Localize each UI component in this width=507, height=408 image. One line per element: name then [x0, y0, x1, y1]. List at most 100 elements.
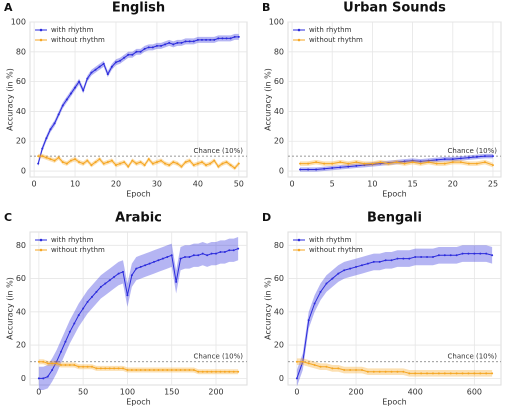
point	[45, 137, 48, 140]
chart-title: Arabic	[115, 211, 162, 226]
point	[200, 161, 203, 164]
point	[155, 161, 158, 164]
point	[221, 37, 224, 40]
point	[196, 38, 199, 41]
point	[206, 254, 209, 257]
point	[449, 254, 452, 257]
point	[355, 161, 358, 164]
x-tick-label: 10	[367, 180, 377, 189]
x-tick-label: 5	[330, 180, 335, 189]
point	[443, 372, 446, 375]
legend-marker	[297, 238, 301, 242]
point	[435, 162, 438, 165]
point	[180, 165, 183, 168]
legend-marker	[39, 28, 43, 32]
point	[102, 62, 105, 65]
point	[57, 156, 60, 159]
y-tick-label: 80	[274, 241, 284, 250]
point	[395, 161, 398, 164]
point	[126, 294, 129, 297]
point	[184, 40, 187, 43]
point	[61, 104, 64, 107]
point	[98, 65, 101, 68]
point	[51, 369, 54, 372]
point	[411, 161, 414, 164]
point	[126, 369, 129, 372]
point	[60, 350, 62, 353]
y-tick-label: 80	[16, 47, 26, 56]
legend-label: with rhythm	[309, 26, 352, 34]
y-tick-label: 20	[274, 137, 284, 146]
series-line	[38, 361, 239, 373]
point	[225, 161, 228, 164]
point	[319, 290, 322, 293]
point	[176, 41, 179, 44]
point	[113, 367, 116, 370]
point	[147, 46, 150, 49]
point	[49, 158, 52, 161]
point	[331, 367, 334, 370]
point	[170, 254, 173, 257]
point	[437, 372, 440, 375]
plot-area	[29, 231, 248, 386]
point	[135, 50, 138, 53]
point	[387, 162, 390, 165]
point	[73, 322, 76, 325]
x-tick-label: 400	[408, 388, 423, 397]
y-tick-label: 60	[16, 274, 26, 283]
chart-title: English	[112, 1, 165, 16]
legend-marker	[39, 248, 43, 252]
point	[51, 362, 54, 365]
point	[131, 159, 134, 162]
point	[144, 264, 147, 267]
point	[443, 158, 446, 161]
y-axis-label: Accuracy (in %)	[6, 277, 15, 340]
point	[473, 252, 476, 255]
point	[210, 252, 213, 255]
point	[408, 372, 411, 375]
point	[143, 164, 146, 167]
chart-title: Bengali	[367, 211, 422, 226]
x-axis-label: Epoch	[382, 190, 407, 199]
point	[123, 56, 126, 59]
x-tick-label: 50	[78, 388, 88, 397]
y-tick-label: 20	[274, 341, 284, 350]
point	[390, 259, 393, 262]
point	[139, 50, 142, 53]
point	[233, 167, 236, 170]
point	[86, 77, 89, 80]
point	[307, 168, 310, 171]
y-tick-label: 0	[279, 374, 284, 383]
point	[396, 370, 399, 373]
x-tick-label: 0	[36, 388, 41, 397]
x-tick-label: 25	[488, 180, 498, 189]
point	[343, 369, 346, 372]
point	[82, 162, 85, 165]
x-tick-label: 600	[467, 388, 482, 397]
point	[210, 370, 213, 373]
point	[360, 369, 363, 372]
point	[106, 73, 109, 76]
point	[113, 275, 116, 278]
point	[179, 369, 182, 372]
point	[188, 159, 191, 162]
point	[349, 369, 352, 372]
point	[215, 370, 217, 373]
point	[77, 314, 80, 317]
point	[229, 164, 232, 167]
point	[233, 35, 236, 38]
point	[168, 164, 171, 167]
point	[53, 122, 56, 125]
point	[223, 370, 226, 373]
point	[427, 159, 430, 162]
point	[175, 369, 178, 372]
point	[42, 377, 45, 380]
point	[479, 252, 482, 255]
point	[64, 364, 67, 367]
point	[455, 372, 458, 375]
y-tick-label: 60	[274, 77, 284, 86]
point	[349, 267, 352, 270]
point	[299, 168, 302, 171]
point	[55, 360, 58, 363]
